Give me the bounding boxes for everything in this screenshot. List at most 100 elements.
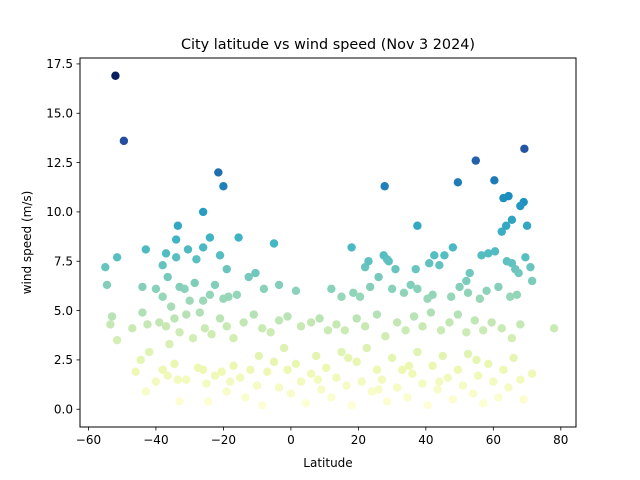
data-point	[477, 251, 486, 260]
data-point	[252, 381, 262, 390]
data-point	[494, 282, 503, 292]
data-point	[259, 284, 269, 294]
data-point	[188, 334, 198, 343]
data-point	[471, 156, 480, 165]
data-point	[435, 260, 444, 270]
data-point	[499, 193, 508, 203]
data-point	[214, 168, 223, 177]
data-point	[249, 310, 258, 319]
data-point	[217, 367, 226, 376]
data-point	[360, 322, 370, 331]
data-point	[413, 221, 422, 230]
data-point	[509, 353, 518, 363]
data-point	[283, 312, 292, 321]
data-point	[198, 296, 208, 305]
x-tick-label: 40	[418, 433, 433, 447]
data-point	[423, 401, 432, 410]
data-point	[473, 371, 483, 380]
data-point	[506, 292, 515, 301]
data-point	[232, 290, 242, 299]
data-point	[433, 385, 442, 394]
data-point	[463, 288, 473, 298]
data-point	[291, 359, 301, 369]
data-point	[158, 365, 167, 374]
data-point	[453, 310, 463, 319]
chart-title: City latitude vs wind speed (Nov 3 2024)	[181, 37, 475, 53]
data-point	[411, 264, 420, 274]
data-point	[296, 322, 306, 331]
data-point	[215, 251, 225, 260]
data-point	[205, 233, 215, 242]
data-point	[263, 367, 272, 376]
data-point	[377, 375, 387, 384]
data-point	[195, 308, 204, 317]
data-point	[453, 365, 463, 374]
data-point	[453, 178, 463, 187]
data-point	[352, 357, 361, 367]
data-point	[479, 326, 488, 335]
x-tick-label: 20	[351, 433, 366, 447]
data-point	[322, 363, 331, 372]
data-point	[258, 324, 267, 333]
data-point	[487, 318, 496, 327]
data-point	[296, 377, 306, 386]
data-point	[504, 383, 513, 392]
data-point	[286, 389, 296, 398]
x-tick-label: 0	[287, 433, 295, 447]
data-point	[210, 371, 220, 380]
data-point	[484, 249, 493, 258]
data-point	[119, 136, 129, 146]
data-point	[484, 359, 493, 369]
data-point	[448, 243, 458, 252]
data-point	[463, 349, 473, 359]
data-point	[418, 322, 427, 331]
y-axis-label: wind speed (m/s)	[20, 191, 34, 295]
data-point	[347, 401, 356, 410]
data-point	[462, 276, 471, 286]
data-point	[170, 314, 179, 323]
data-point	[200, 324, 210, 333]
data-point	[403, 393, 412, 402]
data-point	[258, 401, 267, 410]
data-point	[355, 292, 365, 301]
data-point	[406, 280, 415, 290]
points-layer	[101, 71, 559, 410]
data-point	[112, 335, 122, 345]
data-point	[207, 330, 216, 339]
data-point	[516, 201, 525, 211]
data-point	[222, 322, 231, 331]
x-tick-label: 80	[553, 433, 568, 447]
data-point	[521, 253, 530, 262]
data-point	[323, 326, 333, 335]
data-point	[274, 383, 284, 392]
data-point	[112, 253, 122, 262]
data-point	[313, 375, 323, 384]
x-tick-label: −60	[76, 433, 101, 447]
data-point	[183, 245, 193, 254]
data-point	[514, 268, 523, 278]
data-point	[470, 316, 479, 325]
y-tick-label: 7.5	[54, 255, 73, 269]
data-point	[311, 351, 321, 361]
data-point	[398, 365, 407, 374]
data-point	[283, 365, 292, 374]
data-point	[128, 324, 137, 333]
data-point	[301, 399, 311, 408]
data-point	[443, 373, 452, 382]
data-point	[274, 280, 284, 290]
data-point	[163, 371, 172, 380]
data-point	[436, 326, 446, 335]
data-point	[205, 290, 215, 299]
data-point	[455, 282, 464, 292]
data-point	[527, 276, 537, 286]
data-point	[202, 379, 211, 388]
data-point	[239, 318, 248, 327]
data-point	[175, 397, 184, 406]
data-point	[372, 365, 382, 374]
data-point	[234, 233, 243, 242]
data-point	[173, 221, 183, 230]
data-point	[408, 369, 417, 378]
data-point	[499, 365, 508, 374]
